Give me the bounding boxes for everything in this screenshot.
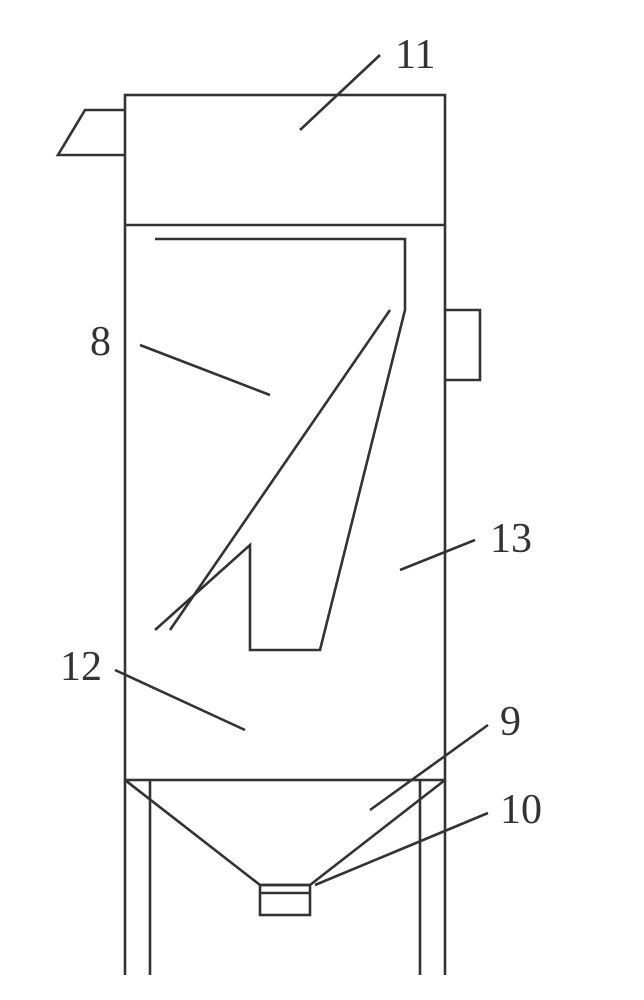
label-l13: 13 xyxy=(490,516,532,562)
label-l9: 9 xyxy=(500,699,521,745)
outer-vessel-rect xyxy=(125,95,445,780)
label-l8: 8 xyxy=(90,319,111,365)
label-l10: 10 xyxy=(500,787,542,833)
leader-l12 xyxy=(115,670,245,730)
hopper-cone xyxy=(125,780,445,885)
top-left-outlet xyxy=(58,110,125,155)
leader-l11 xyxy=(300,55,380,130)
leader-l9 xyxy=(370,725,488,810)
label-l12: 12 xyxy=(60,644,102,690)
right-side-port xyxy=(445,310,480,380)
leader-l13 xyxy=(400,540,475,570)
leader-l8 xyxy=(140,345,270,395)
leader-lines xyxy=(115,55,488,885)
labels: 11 8 13 12 9 10 xyxy=(60,32,542,833)
bottom-outlet-box xyxy=(260,885,310,915)
label-l11: 11 xyxy=(395,32,435,78)
inner-baffle-diagonal xyxy=(170,310,390,630)
leader-l10 xyxy=(315,813,488,885)
inner-baffle-outline xyxy=(155,239,405,650)
